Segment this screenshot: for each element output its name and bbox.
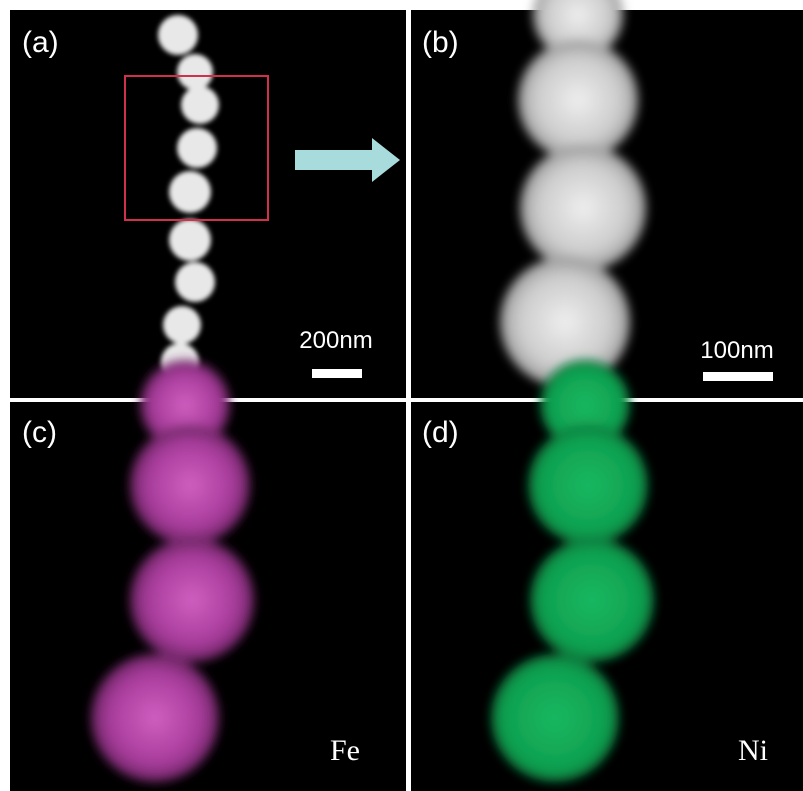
page: (a) (b) (c) (d) 200nm 100nm Fe Ni (() =>… (0, 0, 803, 791)
scale-bar (703, 372, 773, 381)
scale-bar (312, 369, 362, 378)
panel-label: (a) (22, 26, 59, 59)
panel-label: (d) (422, 416, 459, 449)
figure: (a) (b) (c) (d) 200nm 100nm Fe Ni (0, 0, 803, 791)
element-label: Fe (330, 734, 360, 767)
panel-label: (b) (422, 26, 459, 59)
scale-bar-label: 100nm (700, 337, 773, 364)
scale-bar-label: 200nm (299, 327, 372, 354)
panel-label: (c) (22, 416, 57, 449)
element-label: Ni (738, 734, 768, 767)
